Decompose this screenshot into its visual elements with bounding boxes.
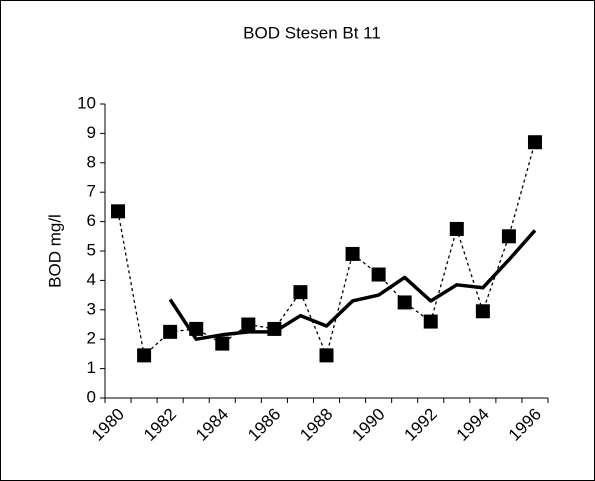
y-tick-label: 9 xyxy=(87,123,96,142)
data-point xyxy=(527,135,542,150)
data-point xyxy=(163,324,178,339)
y-tick-label: 6 xyxy=(87,211,96,230)
data-point xyxy=(371,267,386,282)
y-tick-label: 8 xyxy=(87,152,96,171)
data-point xyxy=(215,336,230,351)
data-point xyxy=(449,221,464,236)
y-axis-label: BOD mg/l xyxy=(45,214,64,288)
y-tick-label: 0 xyxy=(87,387,96,406)
chart-title: BOD Stesen Bt 11 xyxy=(243,23,381,42)
y-tick-label: 2 xyxy=(87,329,96,348)
data-point xyxy=(241,317,256,332)
data-point xyxy=(501,229,516,244)
data-point xyxy=(475,304,490,319)
data-point xyxy=(137,348,152,363)
series-line xyxy=(168,229,537,341)
y-tick-label: 5 xyxy=(87,240,96,259)
data-point xyxy=(345,246,360,261)
y-tick-label: 1 xyxy=(87,358,96,377)
y-tick-label: 7 xyxy=(87,182,96,201)
data-point xyxy=(293,285,308,300)
data-point xyxy=(111,204,126,219)
y-tick-label: 3 xyxy=(87,299,96,318)
data-point xyxy=(423,314,438,329)
data-point xyxy=(319,348,334,363)
y-tick-label: 10 xyxy=(77,93,96,112)
data-point xyxy=(397,295,412,310)
y-tick-label: 4 xyxy=(87,270,96,289)
